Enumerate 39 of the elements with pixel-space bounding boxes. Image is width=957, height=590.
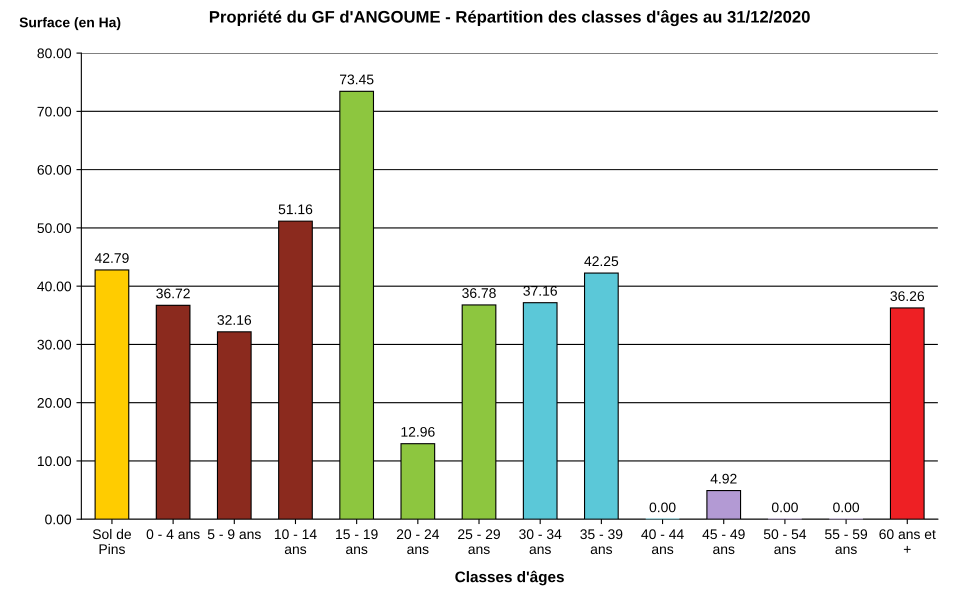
y-tick-label: 0.00 <box>45 514 72 524</box>
x-tick-label: 45 - 49 ans <box>702 529 745 554</box>
x-tick-label: 15 - 19 ans <box>336 529 378 554</box>
x-axis-title: Classes d'âges <box>455 570 564 586</box>
y-tick-label: 10.00 <box>38 456 72 466</box>
data-label: 0.00 <box>833 502 860 512</box>
y-tick-label: 80.00 <box>37 48 72 58</box>
x-tick-label: 10 - 14 ans <box>274 529 317 554</box>
data-label: 0.00 <box>772 502 798 512</box>
x-tick-label: 5 - 9 ans <box>208 529 261 540</box>
data-label: 4.92 <box>710 474 737 484</box>
y-tick-label: 40.00 <box>37 281 72 292</box>
data-label: 73.45 <box>340 74 374 84</box>
data-label: 51.16 <box>278 204 312 214</box>
x-tick-label: 20 - 24 ans <box>396 529 440 554</box>
x-tick-label: 55 - 59 ans <box>825 529 868 554</box>
data-label: 36.72 <box>156 288 190 298</box>
x-tick-label: 0 - 4 ans <box>146 529 200 540</box>
x-tick-label: 60 ans et + <box>879 529 936 553</box>
data-label: 12.96 <box>402 426 435 437</box>
y-tick-label: 30.00 <box>37 340 72 350</box>
data-label: 36.26 <box>890 291 924 302</box>
y-axis-title: Surface (en Ha) <box>20 17 120 30</box>
data-label: 42.25 <box>584 256 618 266</box>
data-label: 32.16 <box>217 315 252 325</box>
x-tick-label: 50 - 54 ans <box>764 529 806 554</box>
x-tick-label: 35 - 39 ans <box>580 529 622 554</box>
y-tick-label: 50.00 <box>37 223 72 234</box>
data-label: 0.00 <box>650 502 676 512</box>
x-tick-label: 25 - 29 ans <box>458 529 500 554</box>
x-tick-label: 30 - 34 ans <box>519 529 562 554</box>
data-label: 36.78 <box>462 288 496 298</box>
data-label: 42.79 <box>94 253 129 263</box>
x-tick-label: 40 - 44 ans <box>641 529 684 554</box>
y-tick-label: 60.00 <box>38 164 72 175</box>
y-tick-label: 70.00 <box>38 106 72 117</box>
x-tick-label: Sol de Pins <box>92 528 132 554</box>
chart-title: Propriété du GF d'ANGOUME - Répartition des classes d'âges au 31/12/2020 <box>210 10 810 26</box>
y-tick-label: 20.00 <box>38 398 72 408</box>
